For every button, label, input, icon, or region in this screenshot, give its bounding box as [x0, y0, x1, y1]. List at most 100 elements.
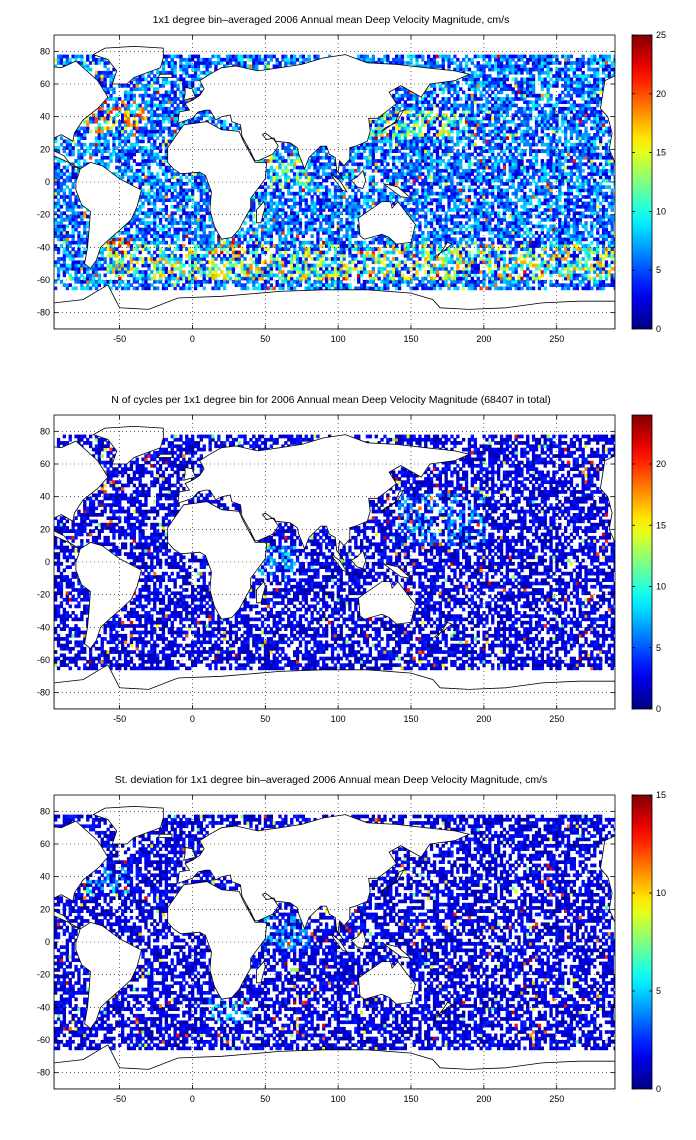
bin-cell: [476, 64, 480, 69]
bin-cell: [319, 221, 323, 225]
bin-cell: [252, 204, 256, 209]
bin-cell: [150, 178, 154, 183]
bin-cell: [112, 244, 116, 248]
bin-cell: [196, 270, 201, 274]
bin-cell: [252, 61, 256, 65]
bin-cell: [59, 159, 64, 163]
bin-cell: [310, 286, 314, 291]
bin-cell: [284, 250, 288, 255]
bin-cell: [295, 159, 300, 163]
bin-cell: [409, 214, 413, 219]
bin-cell: [252, 208, 256, 212]
bin-cell: [459, 208, 463, 212]
bin-cell: [263, 64, 268, 69]
bin-cell: [362, 280, 367, 284]
bin-cell: [118, 159, 122, 163]
bin-cell: [263, 214, 268, 219]
bin-cell: [310, 266, 314, 271]
bin-cell: [191, 231, 195, 235]
bin-cell: [418, 133, 422, 137]
bin-cell: [362, 240, 367, 245]
bin-cell: [389, 240, 393, 245]
bin-cell: [266, 185, 270, 189]
bin-cell: [199, 188, 203, 193]
bin-cell: [118, 240, 122, 245]
bin-cell: [196, 185, 201, 189]
bin-cell: [339, 266, 343, 271]
bin-cell: [182, 270, 186, 274]
bin-cell: [301, 54, 305, 59]
bin-cell: [100, 106, 104, 111]
bin-cell: [400, 93, 405, 98]
bin-cell: [193, 64, 198, 69]
bin-cell: [100, 142, 104, 147]
bin-cell: [196, 244, 201, 248]
bin-cell: [188, 188, 192, 193]
bin-cell: [450, 178, 454, 183]
bin-cell: [115, 106, 119, 111]
bin-cell: [368, 247, 372, 251]
bin-cell: [400, 175, 405, 180]
bin-cell: [432, 61, 437, 65]
bin-cell: [362, 266, 367, 271]
bin-cell: [389, 113, 393, 118]
bin-cell: [421, 172, 425, 176]
bin-cell: [464, 74, 469, 78]
bin-cell: [214, 61, 218, 65]
bin-cell: [354, 185, 358, 189]
bin-cell: [188, 240, 192, 245]
bin-cell: [287, 240, 291, 245]
bin-cell: [179, 178, 183, 183]
bin-cell: [395, 280, 399, 284]
bin-cell: [459, 270, 463, 274]
bin-cell: [100, 116, 104, 121]
bin-cell: [293, 214, 297, 219]
bin-cell: [158, 100, 163, 104]
bin-cell: [54, 182, 58, 186]
bin-cell: [462, 146, 466, 150]
bin-cell: [444, 214, 448, 219]
bin-cell: [345, 172, 349, 176]
bin-cell: [310, 182, 314, 186]
bin-cell: [429, 240, 434, 245]
bin-cell: [68, 263, 72, 268]
bin-cell: [476, 87, 480, 91]
bin-cell: [467, 93, 472, 98]
bin-cell: [252, 250, 256, 255]
bin-cell: [424, 116, 428, 121]
bin-cell: [106, 90, 110, 95]
bin-cell: [243, 266, 247, 271]
bin-cell: [106, 67, 110, 72]
bin-cell: [255, 280, 259, 284]
bin-cell: [432, 286, 437, 291]
bin-cell: [441, 168, 445, 173]
bin-cell: [290, 162, 294, 167]
bin-cell: [325, 146, 329, 150]
bin-cell: [293, 204, 297, 209]
bin-cell: [182, 208, 186, 212]
bin-cell: [182, 263, 186, 268]
bin-cell: [158, 266, 163, 271]
bin-cell: [164, 211, 168, 216]
bin-cell: [188, 84, 192, 88]
bin-cell: [403, 100, 407, 104]
bin-cell: [476, 162, 480, 167]
bin-cell: [156, 123, 160, 127]
bin-cell: [406, 168, 410, 173]
bin-cell: [161, 198, 166, 202]
bin-cell: [284, 280, 288, 284]
bin-cell: [360, 195, 364, 199]
bin-cell: [310, 198, 314, 202]
bin-cell: [269, 227, 273, 232]
bin-cell: [144, 195, 148, 199]
bin-cell: [310, 234, 314, 238]
bin-cell: [228, 240, 233, 245]
bin-cell: [278, 240, 282, 245]
bin-cell: [412, 142, 416, 147]
bin-cell: [415, 133, 419, 137]
bin-cell: [456, 266, 460, 271]
bin-cell: [147, 182, 151, 186]
bin-cell: [333, 204, 338, 209]
bin-cell: [144, 234, 148, 238]
bin-cell: [112, 116, 116, 121]
